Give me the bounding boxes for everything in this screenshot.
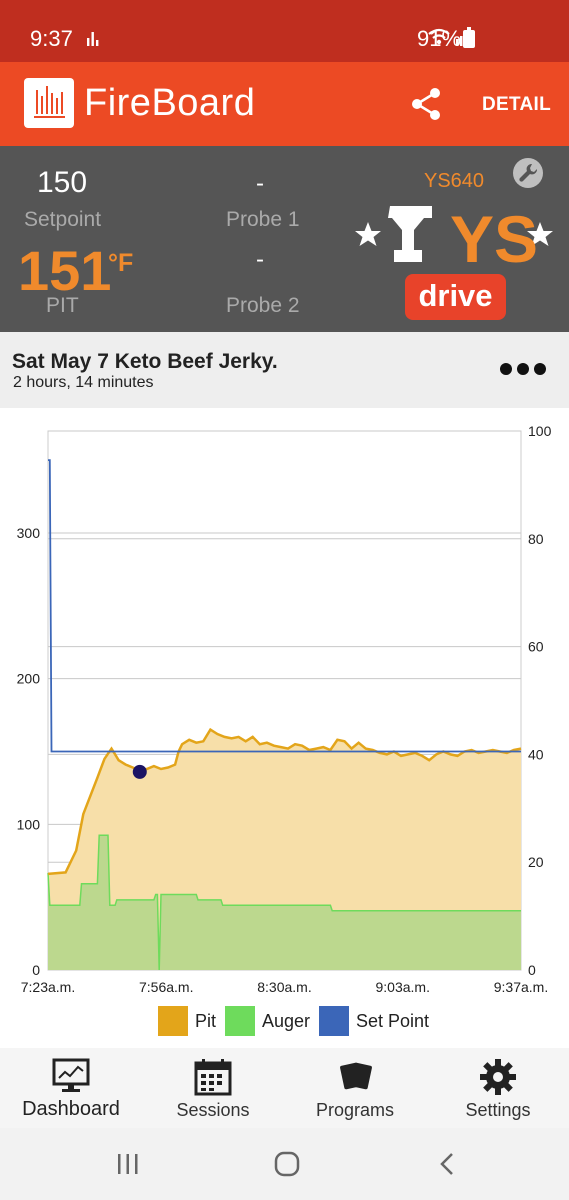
legend-swatch-auger xyxy=(225,1006,255,1036)
share-icon[interactable] xyxy=(408,86,444,122)
x-tick-label: 9:37a.m. xyxy=(494,979,548,995)
nav-item-sessions[interactable]: Sessions xyxy=(160,1048,266,1128)
session-chart[interactable]: 0 100 200 300 0 20 40 60 80 100 7:23a.m. 7:56a.m. 8:… xyxy=(0,408,569,1048)
x-tick-label: 8:30a.m. xyxy=(257,979,311,995)
y-right-tick-label: 0 xyxy=(528,962,536,978)
status-time: 9:37 xyxy=(30,26,73,51)
probe2-value: - xyxy=(256,246,264,273)
app-bar: FireBoard DETAIL xyxy=(0,62,569,146)
y-right-tick-label: 60 xyxy=(528,639,544,655)
pit-unit: °F xyxy=(108,249,134,277)
dashboard-monitor-icon xyxy=(52,1058,90,1092)
y-right-tick-label: 80 xyxy=(528,531,544,547)
app-title: FireBoard xyxy=(84,82,256,124)
pit-label: PIT xyxy=(46,294,79,317)
battery-icon xyxy=(463,27,475,48)
detail-button[interactable]: DETAIL xyxy=(482,94,551,115)
session-header: Sat May 7 Keto Beef Jerky. 2 hours, 14 m… xyxy=(0,332,569,408)
setpoint-label: Setpoint xyxy=(24,208,102,231)
wrench-icon[interactable] xyxy=(513,158,543,188)
nav-item-settings[interactable]: Settings xyxy=(450,1048,546,1128)
probe2-label: Probe 2 xyxy=(226,294,300,317)
status-bar: 9:37 91% xyxy=(0,0,569,62)
probe1-label: Probe 1 xyxy=(226,208,300,231)
back-icon[interactable] xyxy=(436,1150,458,1178)
controller-model[interactable]: YS640 xyxy=(424,170,485,192)
more-options-icon[interactable] xyxy=(496,352,550,386)
event-marker xyxy=(132,764,147,779)
x-tick-label: 7:23a.m. xyxy=(21,979,75,995)
y-left-tick-label: 100 xyxy=(17,816,41,832)
battery-level: 91% xyxy=(417,26,462,51)
nav-label-settings: Settings xyxy=(465,1100,531,1120)
legend-label-auger: Auger xyxy=(262,1011,311,1031)
x-tick-label: 7:56a.m. xyxy=(139,979,193,995)
gear-icon xyxy=(480,1059,516,1095)
probe1-value: - xyxy=(256,170,264,197)
system-navigation-bar xyxy=(0,1128,569,1200)
data-activity-icon xyxy=(87,32,99,46)
setpoint-line xyxy=(48,459,521,753)
y-left-tick-label: 0 xyxy=(32,962,40,978)
nav-label-programs: Programs xyxy=(315,1100,395,1120)
pit-temperature: 151 xyxy=(18,239,112,302)
home-icon[interactable] xyxy=(273,1150,301,1178)
bottom-navigation: Dashboard Sessions Programs xyxy=(0,1048,569,1128)
legend-swatch-pit xyxy=(158,1006,188,1036)
nav-item-dashboard[interactable]: Dashboard xyxy=(10,1048,132,1128)
auger-line xyxy=(47,834,521,971)
temperature-chart[interactable]: 0 100 200 300 0 20 40 60 80 100 7:23a.m. 7:56a.m. 8:… xyxy=(0,408,569,1006)
y-left-tick-label: 300 xyxy=(17,525,41,541)
ys-brand-logo: YS xyxy=(355,202,553,272)
drive-badge: drive xyxy=(405,274,506,320)
chart-legend: Pit Auger Set Point xyxy=(0,1006,569,1038)
fireboard-logo-icon xyxy=(24,78,74,128)
recent-apps-icon[interactable] xyxy=(116,1150,140,1178)
y-right-tick-label: 100 xyxy=(528,423,552,439)
y-right-tick-label: 40 xyxy=(528,746,544,762)
y-right-tick-label: 20 xyxy=(528,854,544,870)
legend-label-pit: Pit xyxy=(195,1011,217,1031)
y-left-tick-label: 200 xyxy=(17,671,41,687)
session-duration: 2 hours, 14 minutes xyxy=(13,374,154,391)
cards-icon xyxy=(340,1062,372,1090)
setpoint-value: 150 xyxy=(37,166,88,199)
ys-logo-letter: YS xyxy=(450,202,538,272)
auger-area xyxy=(48,835,521,970)
legend-label-setpoint: Set Point xyxy=(356,1011,430,1031)
readout-panel: 150 Setpoint 151 °F PIT - Probe 1 - Prob… xyxy=(0,146,569,332)
calendar-icon xyxy=(194,1059,232,1096)
session-title: Sat May 7 Keto Beef Jerky. xyxy=(12,350,278,373)
nav-label-sessions: Sessions xyxy=(176,1100,250,1120)
nav-label-dashboard: Dashboard xyxy=(22,1098,120,1120)
legend-swatch-setpoint xyxy=(319,1006,349,1036)
nav-item-programs[interactable]: Programs xyxy=(300,1048,410,1128)
x-tick-label: 9:03a.m. xyxy=(376,979,430,995)
